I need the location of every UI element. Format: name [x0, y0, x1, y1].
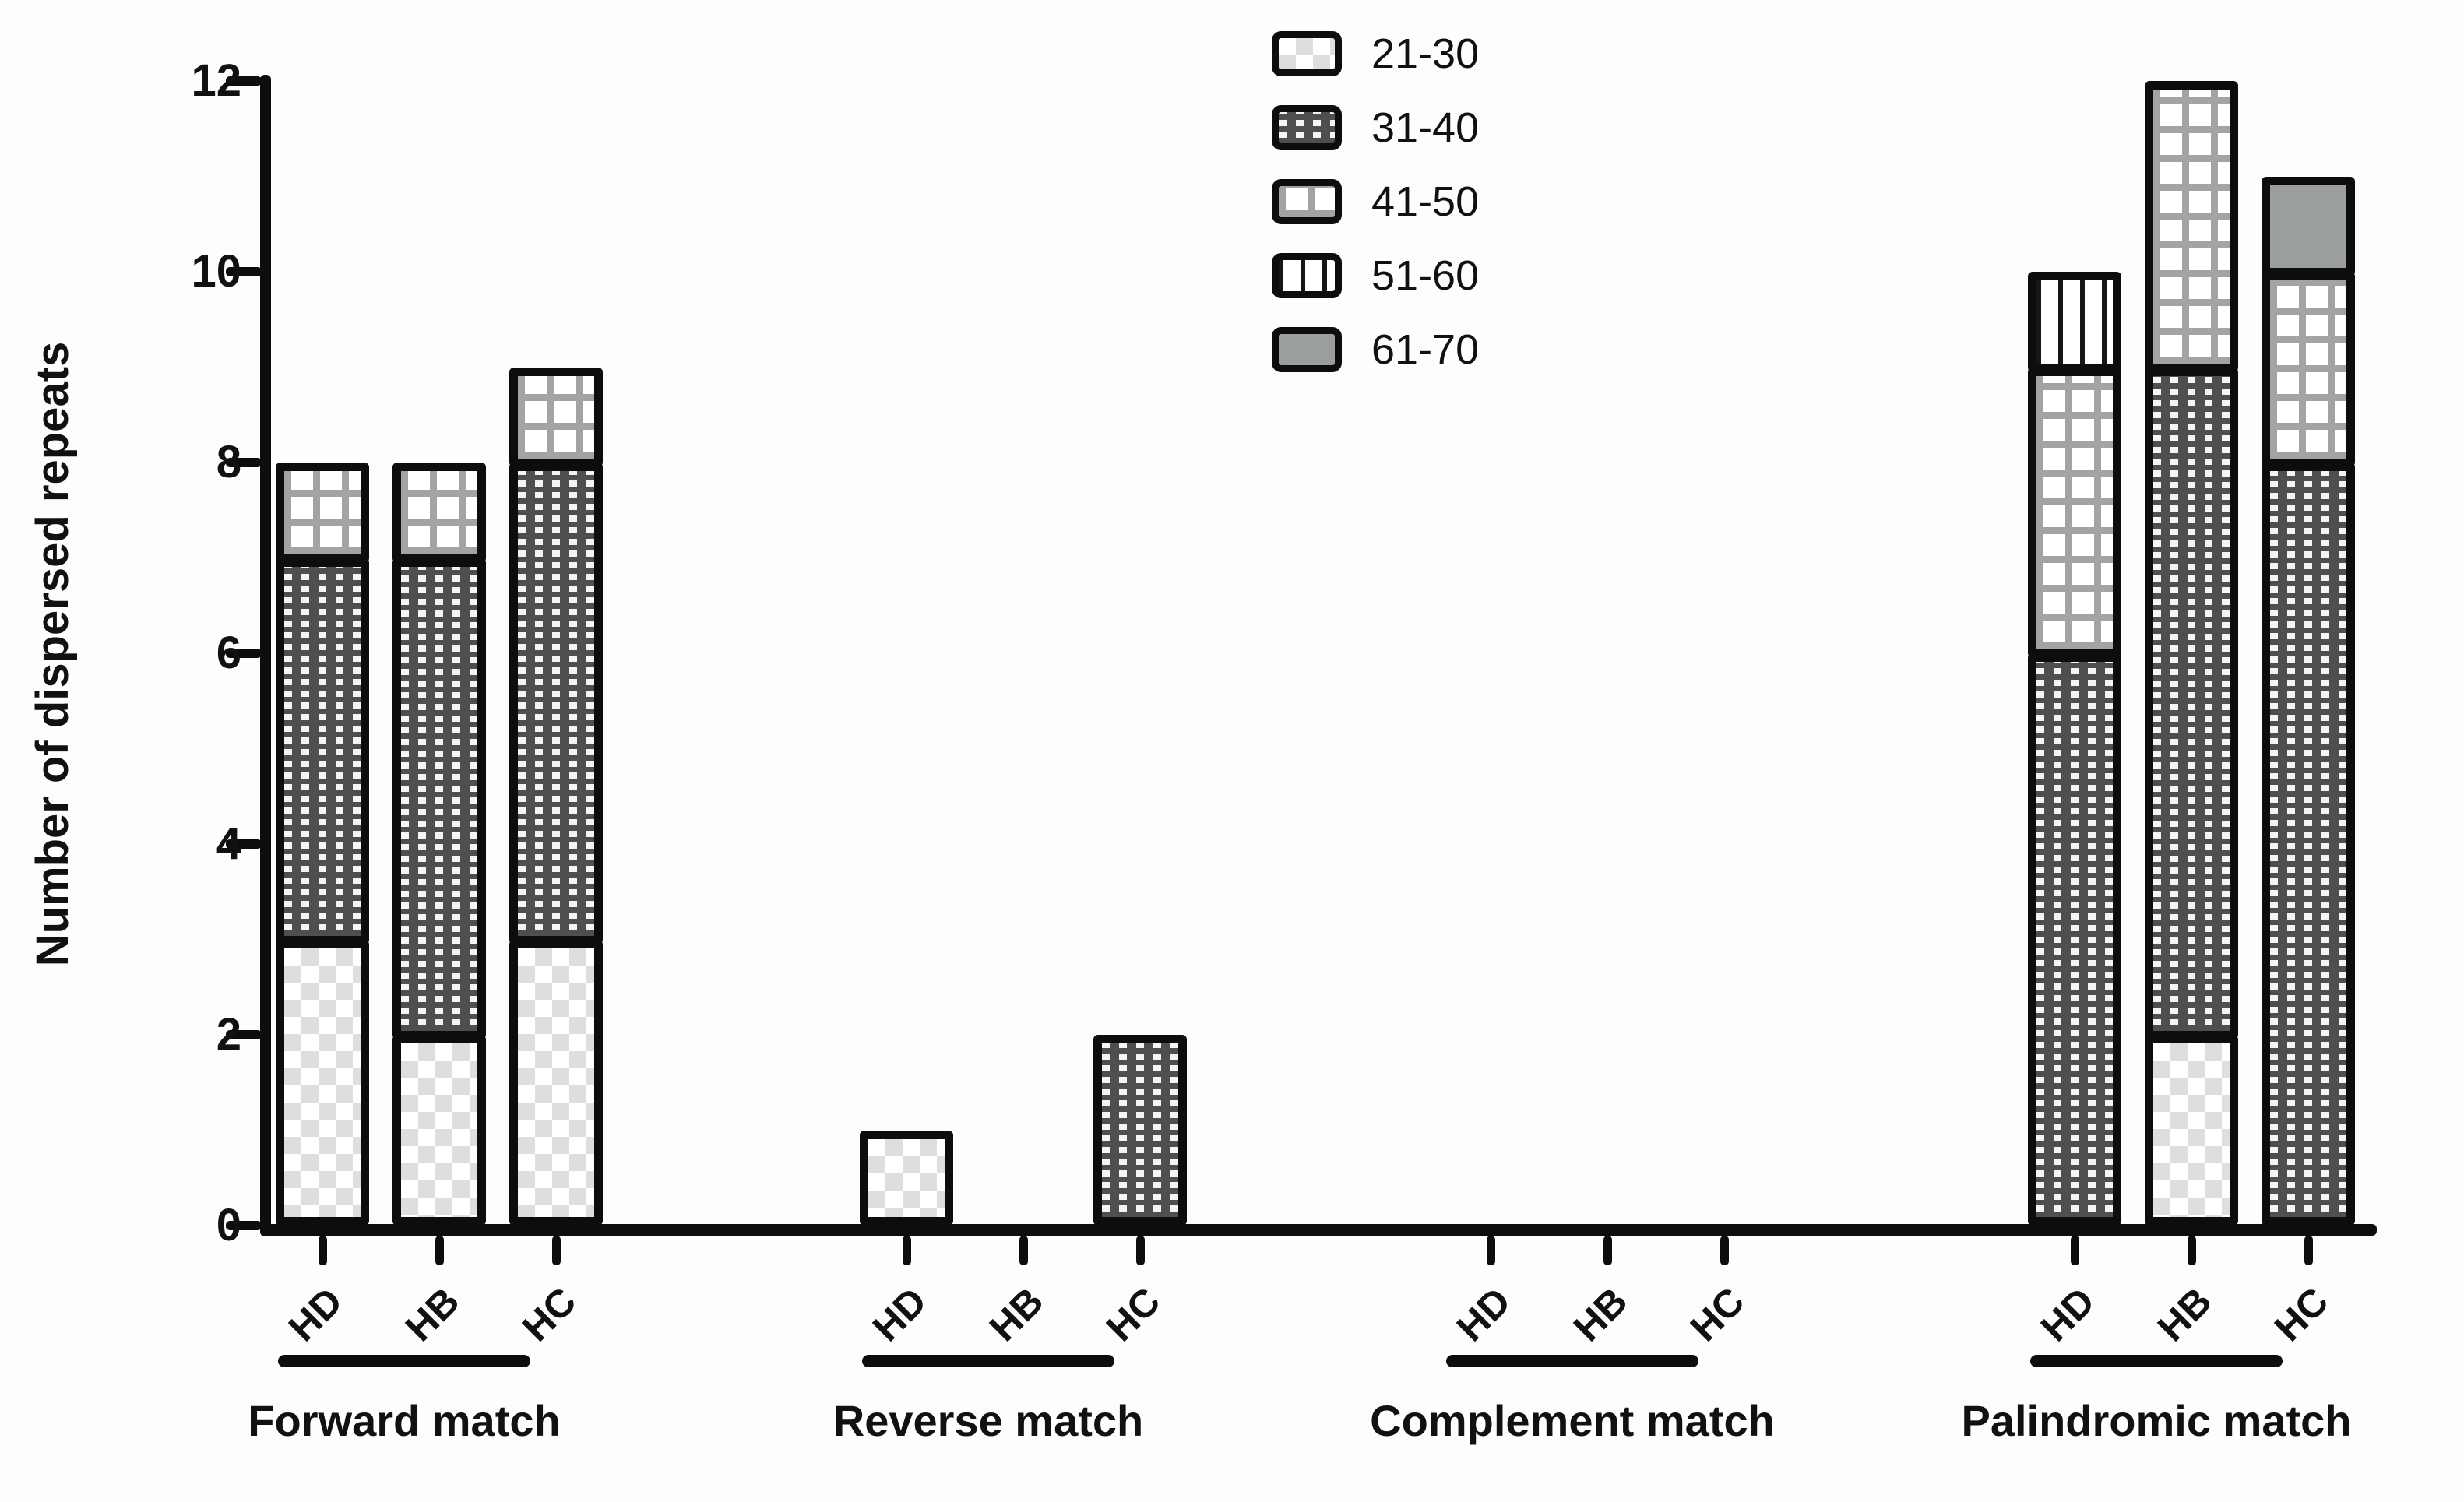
y-axis-title: Number of dispersed repeats [27, 341, 78, 967]
bar-segment-21-30 [2145, 1035, 2238, 1226]
dark-dash-swatch-icon [1272, 105, 1342, 150]
legend-label: 21-30 [1371, 30, 1480, 77]
y-axis-tick [226, 649, 262, 658]
bar-segment-21-30 [509, 939, 603, 1226]
bar-segment-41-50 [2145, 81, 2238, 372]
x-axis-bar-label: HC [2265, 1279, 2337, 1350]
group-underline [278, 1355, 530, 1367]
group-label: Reverse match [832, 1396, 1144, 1445]
bar-segment-31-40 [392, 558, 486, 1039]
y-axis-tick-label: 4 [216, 818, 241, 869]
x-axis-tick [1136, 1236, 1145, 1265]
y-axis-tick-label: 12 [191, 55, 241, 106]
bar-segment-41-50 [392, 463, 486, 563]
y-axis-tick-label: 8 [216, 437, 241, 487]
bar-segment-31-40 [276, 558, 369, 944]
gray-swatch-icon [1272, 327, 1342, 372]
x-axis-tick [903, 1236, 911, 1265]
y-axis-tick [226, 1221, 262, 1230]
group-label: Forward match [248, 1396, 561, 1445]
bar-segment-31-40 [2262, 463, 2355, 1226]
x-axis-bar-label: HC [1097, 1279, 1169, 1350]
x-axis-bar-label: HB [396, 1279, 468, 1350]
x-axis-tick [2188, 1236, 2196, 1265]
x-axis-bar-label: HD [864, 1279, 935, 1350]
y-axis-tick [226, 1030, 262, 1039]
bar-segment-31-40 [2145, 367, 2238, 1039]
y-axis-tick [226, 458, 262, 467]
bar-segment-41-50 [2028, 367, 2121, 658]
legend-label: 61-70 [1371, 326, 1480, 373]
x-axis-tick [2304, 1236, 2313, 1265]
bar-segment-41-50 [2262, 272, 2355, 467]
bar-segment-21-30 [392, 1035, 486, 1226]
x-axis-bar-label: HD [1448, 1279, 1519, 1350]
y-axis-tick-label: 2 [216, 1009, 241, 1060]
group-underline [1446, 1355, 1698, 1367]
legend-row: 21-30 [1272, 31, 1479, 76]
bar-segment-31-40 [1093, 1035, 1187, 1226]
y-axis-tick-label: 10 [191, 246, 241, 297]
group-label: Palindromic match [1961, 1396, 2352, 1445]
legend-label: 41-50 [1371, 178, 1480, 225]
x-axis-tick [1720, 1236, 1729, 1265]
x-axis-bar-label: HB [980, 1279, 1052, 1350]
legend-row: 51-60 [1272, 253, 1479, 298]
vstripe-swatch-icon [1272, 253, 1342, 298]
x-axis-tick [2071, 1236, 2079, 1265]
x-axis-bar-label: HB [1565, 1279, 1636, 1350]
group-underline [2030, 1355, 2283, 1367]
bar-segment-41-50 [276, 463, 369, 563]
x-axis-bar-label: HD [280, 1279, 351, 1350]
checker-swatch-icon [1272, 31, 1342, 76]
x-axis-bar-label: HC [513, 1279, 585, 1350]
group-underline [862, 1355, 1114, 1367]
bar-segment-21-30 [860, 1130, 953, 1226]
bar-segment-61-70 [2262, 176, 2355, 276]
x-axis-tick [435, 1236, 444, 1265]
x-axis-bar-label: HC [1681, 1279, 1753, 1350]
group-label: Complement match [1370, 1396, 1775, 1445]
x-axis-line [260, 1224, 2377, 1236]
bar-segment-41-50 [509, 367, 603, 467]
legend-label: 31-40 [1371, 104, 1480, 151]
x-axis-tick [1487, 1236, 1495, 1265]
x-axis-tick [552, 1236, 561, 1265]
legend-row: 31-40 [1272, 105, 1479, 150]
bar-segment-31-40 [2028, 653, 2121, 1226]
x-axis-tick [319, 1236, 327, 1265]
x-axis-bar-label: HD [2032, 1279, 2103, 1350]
y-axis-tick-label: 0 [216, 1200, 241, 1250]
bar-segment-21-30 [276, 939, 369, 1226]
legend-row: 61-70 [1272, 327, 1479, 372]
legend: 21-30 31-40 41-50 51-60 61-70 [1272, 31, 1479, 401]
legend-label: 51-60 [1371, 252, 1480, 299]
bar-segment-31-40 [509, 463, 603, 944]
x-axis-tick [1019, 1236, 1028, 1265]
x-axis-bar-label: HB [2149, 1279, 2220, 1350]
x-axis-tick [1603, 1236, 1612, 1265]
bar-segment-51-60 [2028, 272, 2121, 372]
y-axis-tick-label: 6 [216, 628, 241, 678]
legend-row: 41-50 [1272, 179, 1479, 224]
y-axis-tick [226, 267, 262, 276]
y-axis-line [260, 75, 271, 1236]
y-axis-tick [226, 76, 262, 86]
y-axis-tick [226, 839, 262, 849]
grid-swatch-icon [1272, 179, 1342, 224]
